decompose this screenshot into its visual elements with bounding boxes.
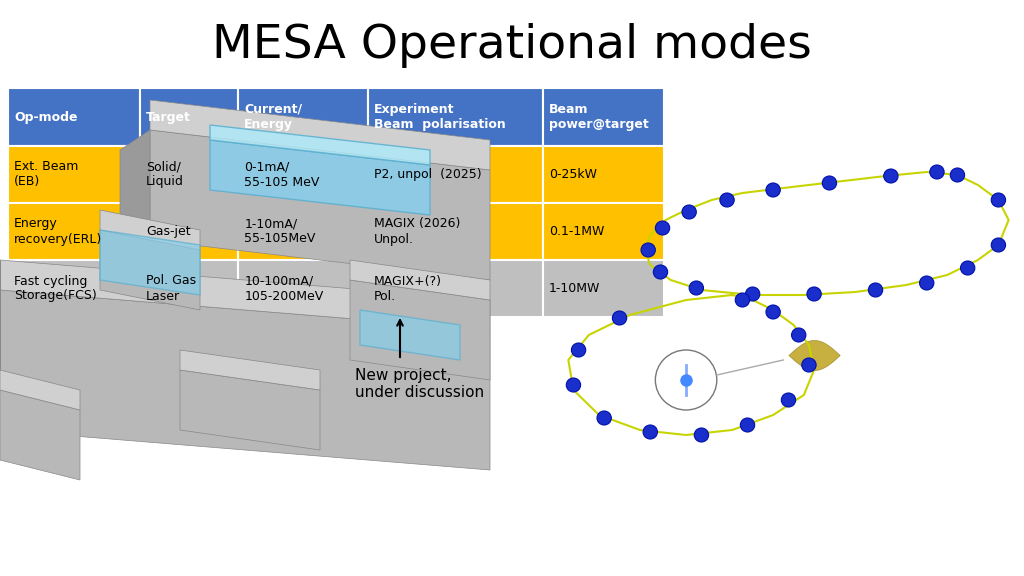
Text: New project,
under discussion: New project, under discussion: [355, 368, 484, 400]
Polygon shape: [150, 130, 490, 280]
Bar: [140, 203, 239, 260]
Circle shape: [991, 193, 1006, 207]
Circle shape: [682, 205, 696, 219]
Circle shape: [694, 428, 709, 442]
Polygon shape: [120, 130, 150, 260]
Polygon shape: [210, 125, 430, 165]
Bar: [239, 203, 368, 260]
Bar: [8, 146, 140, 203]
Bar: [543, 260, 664, 317]
Text: 10-100mA/
105-200MeV: 10-100mA/ 105-200MeV: [245, 275, 324, 302]
Circle shape: [612, 311, 627, 325]
Circle shape: [930, 165, 944, 179]
Text: 1-10MW: 1-10MW: [549, 282, 600, 295]
Polygon shape: [150, 100, 490, 170]
Polygon shape: [100, 230, 200, 295]
Text: 1-10mA/
55-105MeV: 1-10mA/ 55-105MeV: [245, 218, 315, 245]
Circle shape: [961, 261, 975, 275]
Text: Energy
recovery(ERL): Energy recovery(ERL): [14, 218, 102, 245]
Circle shape: [822, 176, 837, 190]
Bar: [543, 88, 664, 146]
Text: MAGIX+(?)
Pol.: MAGIX+(?) Pol.: [374, 275, 441, 302]
Text: Current/
Energy: Current/ Energy: [245, 103, 302, 131]
Bar: [368, 88, 543, 146]
Circle shape: [766, 305, 780, 319]
Text: MAGIX (2026)
Unpol.: MAGIX (2026) Unpol.: [374, 218, 460, 245]
Bar: [368, 203, 543, 260]
Circle shape: [740, 418, 755, 432]
Polygon shape: [350, 260, 490, 300]
Bar: [8, 203, 140, 260]
Text: 0-25kW: 0-25kW: [549, 168, 597, 181]
Bar: [239, 146, 368, 203]
Circle shape: [807, 287, 821, 301]
Polygon shape: [210, 140, 430, 215]
Text: 0-1mA/
55-105 MeV: 0-1mA/ 55-105 MeV: [245, 161, 319, 188]
Circle shape: [766, 183, 780, 197]
Circle shape: [735, 293, 750, 307]
Circle shape: [745, 287, 760, 301]
Bar: [8, 260, 140, 317]
Bar: [368, 260, 543, 317]
Circle shape: [781, 393, 796, 407]
Text: Op-mode: Op-mode: [14, 111, 78, 123]
Bar: [8, 88, 140, 146]
Circle shape: [950, 168, 965, 182]
Polygon shape: [180, 370, 319, 450]
Bar: [368, 146, 543, 203]
Bar: [239, 88, 368, 146]
Circle shape: [884, 169, 898, 183]
Polygon shape: [0, 290, 490, 470]
Text: 0.1-1MW: 0.1-1MW: [549, 225, 604, 238]
Text: Ext. Beam
(EB): Ext. Beam (EB): [14, 161, 79, 188]
Text: Solid/
Liquid: Solid/ Liquid: [145, 161, 183, 188]
Circle shape: [571, 343, 586, 357]
Text: Target: Target: [145, 111, 190, 123]
Text: MESA Operational modes: MESA Operational modes: [212, 22, 812, 67]
Polygon shape: [360, 310, 460, 360]
Circle shape: [802, 358, 816, 372]
Text: P2, unpol  (2025): P2, unpol (2025): [374, 168, 481, 181]
Polygon shape: [350, 280, 490, 380]
Circle shape: [689, 281, 703, 295]
Bar: [140, 260, 239, 317]
Circle shape: [655, 221, 670, 235]
Circle shape: [641, 243, 655, 257]
Circle shape: [920, 276, 934, 290]
Polygon shape: [0, 260, 490, 330]
Text: Fast cycling
Storage(FCS): Fast cycling Storage(FCS): [14, 275, 96, 302]
Circle shape: [597, 411, 611, 425]
Bar: [543, 203, 664, 260]
Text: Experiment
Beam  polarisation: Experiment Beam polarisation: [374, 103, 506, 131]
Polygon shape: [100, 230, 200, 310]
Polygon shape: [100, 210, 200, 250]
Circle shape: [643, 425, 657, 439]
Polygon shape: [0, 370, 80, 410]
Polygon shape: [0, 390, 80, 480]
Circle shape: [653, 265, 668, 279]
Polygon shape: [180, 350, 319, 390]
Circle shape: [566, 378, 581, 392]
Text: Pol. Gas
Laser: Pol. Gas Laser: [145, 275, 196, 302]
Bar: [140, 88, 239, 146]
Circle shape: [720, 193, 734, 207]
Circle shape: [792, 328, 806, 342]
Circle shape: [991, 238, 1006, 252]
Bar: [543, 146, 664, 203]
Circle shape: [868, 283, 883, 297]
Text: Gas-jet: Gas-jet: [145, 225, 190, 238]
Text: Beam
power@target: Beam power@target: [549, 103, 649, 131]
Bar: [239, 260, 368, 317]
Bar: [140, 146, 239, 203]
